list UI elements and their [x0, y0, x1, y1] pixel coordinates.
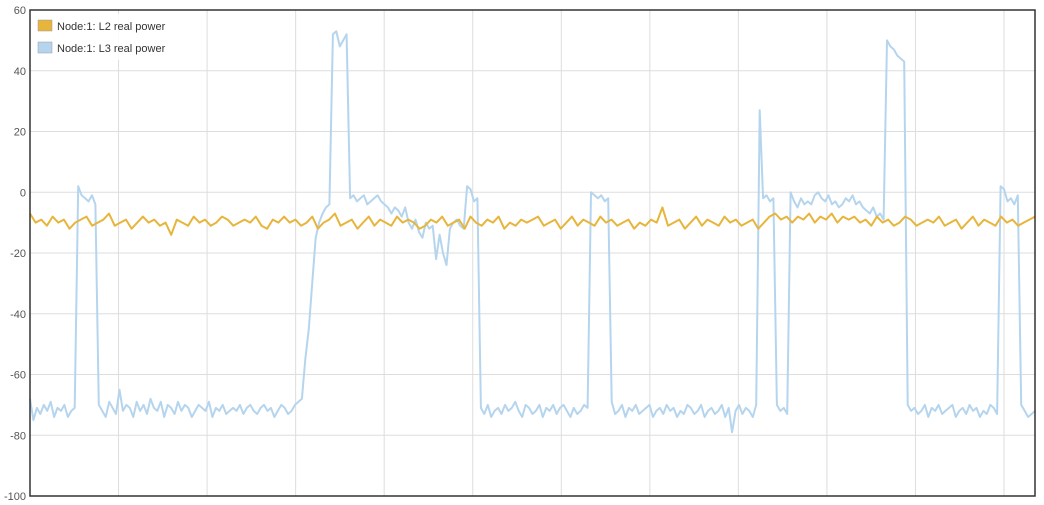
legend-label-l2: Node:1: L2 real power: [57, 21, 166, 33]
legend-swatch-l2: [37, 19, 53, 32]
legend-label-l3: Node:1: L3 real power: [57, 43, 166, 55]
y-tick-label: 20: [14, 127, 26, 139]
grid: [30, 9, 1035, 497]
series-lines: [29, 30, 1036, 434]
legend-item-l3[interactable]: Node:1: L3 real power: [37, 41, 166, 55]
series-line-l2: [29, 206, 1036, 236]
y-tick-label: 0: [20, 187, 26, 199]
y-tick-label: -80: [10, 430, 26, 442]
y-tick-label: 40: [14, 66, 26, 78]
y-tick-label: 60: [14, 5, 26, 17]
y-tick-label: -100: [4, 491, 26, 503]
y-tick-label: -20: [10, 248, 26, 260]
series-line-l3: [29, 30, 1036, 434]
plot-frame: [29, 9, 1036, 497]
y-tick-label: -40: [10, 309, 26, 321]
y-tick-label: -60: [10, 370, 26, 382]
y-axis-ticks: -100 -80 -60 -40 -20 0 20 40 60: [4, 5, 26, 503]
legend-swatch-l3: [37, 41, 53, 54]
legend-background: [34, 14, 172, 60]
legend: Node:1: L2 real power Node:1: L3 real po…: [34, 14, 172, 60]
legend-item-l2[interactable]: Node:1: L2 real power: [37, 19, 166, 33]
